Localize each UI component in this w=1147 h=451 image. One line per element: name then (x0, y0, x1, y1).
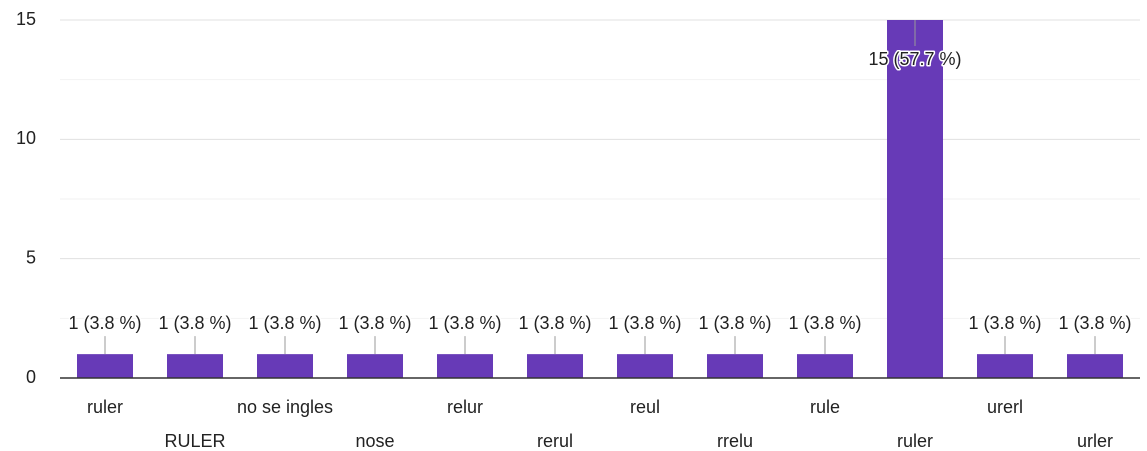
value-label: 1 (3.8 %) (968, 313, 1041, 333)
bar (797, 354, 853, 378)
bar (977, 354, 1033, 378)
bar (437, 354, 493, 378)
x-tick-label: nose (355, 431, 394, 451)
bar (707, 354, 763, 378)
x-tick-label: rrelu (717, 431, 753, 451)
x-tick-label: relur (447, 397, 483, 417)
x-tick-label: urerl (987, 397, 1023, 417)
y-tick-label: 0 (26, 367, 36, 387)
x-tick-label: no se ingles (237, 397, 333, 417)
bar (617, 354, 673, 378)
x-tick-label: RULER (164, 431, 225, 451)
x-tick-label: ruler (897, 431, 933, 451)
value-label: 1 (3.8 %) (518, 313, 591, 333)
value-label: 1 (3.8 %) (1058, 313, 1131, 333)
value-label: 1 (3.8 %) (788, 313, 861, 333)
value-label: 1 (3.8 %) (428, 313, 501, 333)
y-tick-label: 15 (16, 9, 36, 29)
bar (887, 20, 943, 378)
bar (1067, 354, 1123, 378)
value-label: 1 (3.8 %) (338, 313, 411, 333)
bar (77, 354, 133, 378)
x-tick-label: reul (630, 397, 660, 417)
x-tick-label: urler (1077, 431, 1113, 451)
value-label: 15 (57.7 %) (868, 49, 961, 69)
y-tick-label: 5 (26, 247, 36, 267)
value-label: 1 (3.8 %) (608, 313, 681, 333)
x-tick-label: rule (810, 397, 840, 417)
value-label: 1 (3.8 %) (698, 313, 771, 333)
y-tick-label: 10 (16, 128, 36, 148)
bar (347, 354, 403, 378)
bar (257, 354, 313, 378)
value-label: 1 (3.8 %) (158, 313, 231, 333)
value-label: 1 (3.8 %) (248, 313, 321, 333)
x-tick-label: rerul (537, 431, 573, 451)
value-label: 1 (3.8 %) (68, 313, 141, 333)
x-tick-label: ruler (87, 397, 123, 417)
bar (167, 354, 223, 378)
bar (527, 354, 583, 378)
